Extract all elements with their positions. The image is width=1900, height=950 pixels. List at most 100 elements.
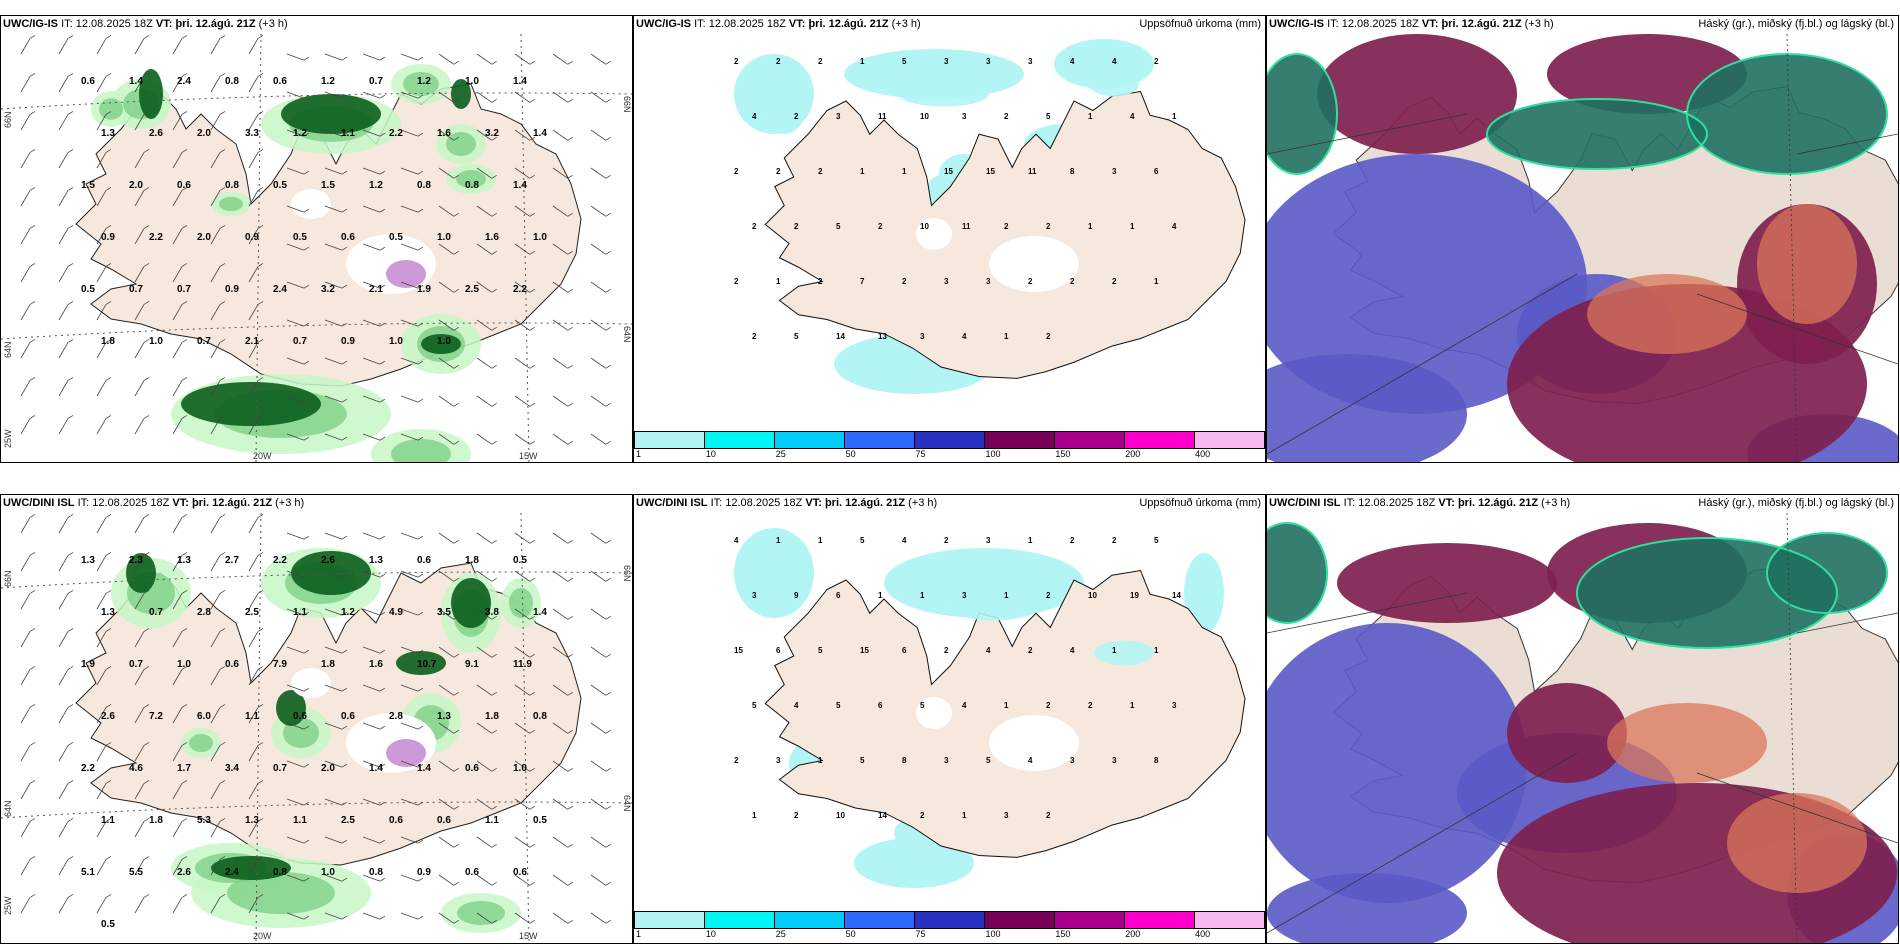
precip-value-label: 2.6 [149,128,163,139]
cloud-overlap-area [1757,204,1857,324]
precip-value-label: 1.1 [293,815,307,826]
cloud-cover-map [1267,34,1898,462]
wind-barb [134,263,150,283]
precip-value-label: 1.0 [177,659,191,670]
wind-barb [134,780,150,800]
init-label: IT: [61,18,73,30]
precip-value-label: 1.3 [101,128,115,139]
wind-barb [324,798,348,806]
precip-value-labels: 1.3 2.3 1.3 2.7 2.2 2.6 1.3 0.6 1.8 0.5 1.3 0.7 2.8 2… [81,555,547,930]
precip-accum-label: 11 [1028,167,1037,176]
wind-barb [438,129,459,141]
wind-barb [248,856,264,876]
precip-value-label: 3.3 [245,128,259,139]
wind-barb [514,129,535,141]
precip-area-moderate [456,170,486,188]
valid-time: þri. 12.ágú. 21Z [191,497,273,509]
precip-accum-label: 3 [1172,701,1177,710]
lead-time: (+3 h) [891,18,921,30]
lead-time: (+3 h) [258,18,288,30]
wind-barb [248,552,264,572]
wind-barb [286,684,310,692]
wind-barb [172,35,188,55]
mid-cloud-area [1507,683,1627,783]
precip-value-label: 2.4 [273,284,287,295]
wind-barb [286,608,310,616]
precip-value-label: 1.2 [341,607,355,618]
wind-barb [438,722,459,734]
wind-barb [286,760,310,768]
wind-barb [362,836,386,844]
precip-accum-label: 2 [1028,277,1033,286]
wind-barb [286,357,310,365]
wind-barb [286,912,310,920]
colorbar-segment [1055,912,1125,928]
precip-accum-label: 5 [794,332,799,341]
precip-area-moderate [189,734,213,752]
wind-barb [438,874,459,886]
precip-value-label: 2.3 [129,555,143,566]
colorbar-tick-label: 50 [845,449,856,459]
precip-value-label: 7.9 [273,659,287,670]
lon-label-25w: 25W [3,896,13,915]
wind-barb [248,377,264,397]
precip-value-label: 1.8 [485,711,499,722]
colorbar-tick-label: 150 [1055,449,1071,459]
wind-barb [590,129,611,141]
precip-area-heavy [421,334,461,354]
precip-accum-label: 1 [1112,646,1117,655]
wind-barb [400,760,424,768]
colorbar-tick-label: 400 [1195,929,1211,939]
model-name: UWC/IG-IS [3,18,58,30]
colorbar-segment [705,912,775,928]
precip-accum-label: 2 [818,167,823,176]
wind-barb [96,73,112,93]
precip-accum-label: 2 [902,277,907,286]
wind-barb [20,894,36,914]
panel-accum-precip-top: UWC/IG-IS IT: 12.08.2025 18Z VT: þri. 12… [633,15,1266,463]
precip-accum-area [899,81,989,107]
wind-barb [552,53,573,65]
colorbar [634,911,1265,929]
wind-barb [210,818,226,838]
precip-value-label: 0.7 [273,763,287,774]
wind-barb [210,628,226,648]
precip-accum-area [944,585,1044,621]
precip-accum-label: 5 [836,701,841,710]
wind-barb [552,722,573,734]
wind-barb [514,167,535,179]
precip-value-label: 2.6 [321,555,335,566]
precip-value-label: 9.1 [465,659,479,670]
precip-accum-label: 4 [1112,57,1117,66]
wind-barb [210,590,226,610]
init-time: 12.08.2025 18Z [1358,497,1436,509]
precip-area-moderate [99,98,123,120]
panel-accum-precip-bottom: UWC/DINI ISL IT: 12.08.2025 18Z VT: þri.… [633,494,1266,944]
wind-barb [134,856,150,876]
wind-barb [514,722,535,734]
wind-barb [438,760,459,772]
cloud-cover-map [1267,513,1898,943]
wind-barb [514,912,535,924]
wind-barb [400,912,424,920]
wind-barb [210,187,226,207]
wind-barb [210,666,226,686]
lon-label-15w: 15W [519,931,538,941]
wind-barb [362,281,386,289]
mid-cloud-area [1337,543,1557,623]
wind-barb [324,532,348,540]
wind-barb [476,91,497,103]
wind-barb [96,818,112,838]
wind-barb [172,377,188,397]
wind-barb [58,704,74,724]
precip-accum-label: 5 [902,57,907,66]
colorbar-tick-label: 25 [775,929,786,939]
wind-barb [324,167,348,175]
panel-wind-precip-bottom: UWC/DINI ISL IT: 12.08.2025 18Z VT: þri.… [0,494,633,944]
colorbar-segment [1195,912,1264,928]
precip-accum-label: 9 [794,591,799,600]
wind-barb [96,415,112,435]
wind-barb [20,73,36,93]
precip-accum-label: 7 [860,277,865,286]
wind-barb [96,666,112,686]
